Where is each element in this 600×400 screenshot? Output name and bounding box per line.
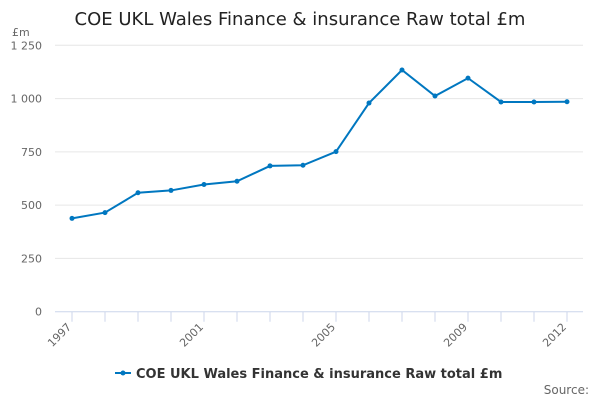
y-tick-label: 0: [35, 306, 42, 319]
data-point[interactable]: [168, 187, 174, 193]
data-point[interactable]: [135, 190, 141, 196]
source-label: Source:: [544, 383, 589, 397]
data-point[interactable]: [465, 75, 471, 81]
data-point[interactable]: [333, 149, 339, 155]
x-tick-label: 2005: [309, 321, 338, 350]
y-tick-label: 750: [21, 146, 42, 159]
y-tick-label: 500: [21, 199, 42, 212]
data-point[interactable]: [102, 210, 108, 216]
x-tick-label: 1997: [45, 321, 74, 350]
y-axis-label: £m: [12, 26, 30, 39]
data-point[interactable]: [69, 215, 75, 221]
x-tick-label: 2012: [540, 321, 569, 350]
legend-marker-icon: [120, 370, 126, 376]
data-point[interactable]: [366, 100, 372, 106]
data-point[interactable]: [498, 99, 504, 105]
data-point[interactable]: [234, 178, 240, 184]
data-point[interactable]: [300, 162, 306, 168]
chart-title: COE UKL Wales Finance & insurance Raw to…: [75, 9, 526, 30]
y-tick-label: 250: [21, 252, 42, 265]
data-point[interactable]: [267, 163, 273, 169]
legend-label[interactable]: COE UKL Wales Finance & insurance Raw to…: [136, 367, 502, 382]
x-tick-label: 2001: [177, 321, 206, 350]
data-point[interactable]: [531, 99, 537, 105]
data-point[interactable]: [432, 93, 438, 99]
y-tick-label: 1 250: [11, 39, 43, 52]
legend[interactable]: COE UKL Wales Finance & insurance Raw to…: [115, 367, 502, 382]
y-tick-label: 1 000: [11, 93, 43, 106]
data-point[interactable]: [399, 67, 405, 73]
data-point[interactable]: [564, 99, 570, 105]
x-tick-label: 2009: [441, 321, 470, 350]
series-line: [71, 68, 568, 220]
data-point[interactable]: [201, 181, 207, 187]
